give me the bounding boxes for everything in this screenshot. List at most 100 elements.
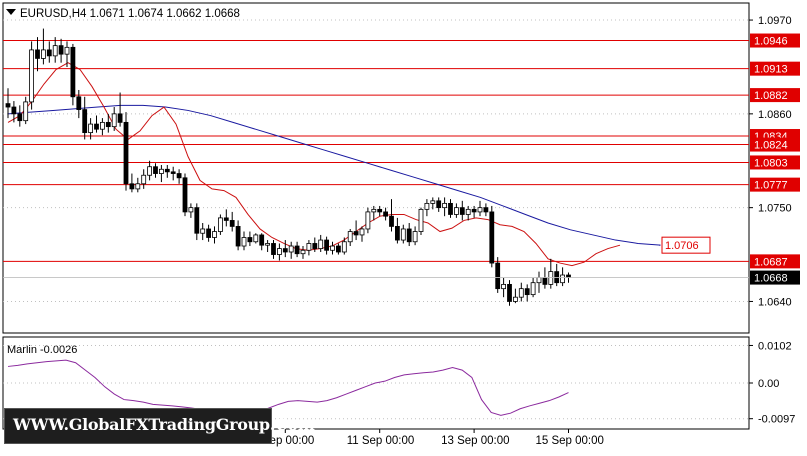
candle-body <box>141 174 147 185</box>
indicator-label: Marlin -0.0026 <box>7 344 77 356</box>
candle-body <box>288 245 294 253</box>
candle-body <box>495 262 501 290</box>
level-tag <box>750 155 800 170</box>
candle-body <box>135 183 141 190</box>
candle-body <box>276 248 282 255</box>
osc-tick-label: 0.00 <box>758 378 779 390</box>
ma-slow-line <box>7 104 661 246</box>
candle-body <box>448 202 453 215</box>
candle-body <box>359 228 365 236</box>
candle-body <box>58 45 64 55</box>
candle-body <box>94 123 99 130</box>
candle-body <box>312 243 318 249</box>
candle-body <box>194 207 200 234</box>
candle-body <box>518 288 524 298</box>
level-label: 1.0824 <box>754 140 788 152</box>
candle-body <box>335 245 341 253</box>
level-tag <box>750 88 800 103</box>
grid <box>3 19 749 302</box>
candle-body <box>418 208 424 232</box>
candle-body <box>217 217 223 232</box>
candle-body <box>560 274 565 284</box>
candle-body <box>147 166 153 176</box>
level-tag <box>750 137 800 152</box>
level-label: 1.0687 <box>754 256 788 268</box>
candle-body <box>306 243 312 251</box>
main-pane-frame <box>2 2 750 334</box>
level-tag <box>750 254 800 269</box>
candle-body <box>400 228 406 241</box>
candle-body <box>11 106 17 115</box>
candle-body <box>176 173 182 179</box>
candle-body <box>394 226 400 241</box>
candle-body <box>105 121 111 128</box>
candle-body <box>235 226 241 247</box>
collapse-triangle-icon[interactable] <box>6 9 16 15</box>
price-tick-label: 1.0860 <box>758 109 792 121</box>
candle-body <box>153 166 158 174</box>
price-axis: 1.0970 1.0860 1.0750 1.0640 <box>749 15 792 308</box>
candle-body <box>330 245 335 251</box>
candle-body <box>206 228 212 238</box>
candle-body <box>536 277 542 284</box>
candle-body <box>52 45 58 57</box>
ma-fast-line <box>7 62 621 267</box>
candle-body <box>489 211 495 264</box>
candle-body <box>442 202 448 209</box>
current-price-tag <box>750 270 800 285</box>
candle-body <box>100 121 105 130</box>
candle-body <box>554 271 560 284</box>
candle-body <box>430 200 436 204</box>
candle-body <box>513 296 518 302</box>
candle-body <box>5 103 11 108</box>
candles <box>5 28 571 306</box>
candle-body <box>282 248 288 253</box>
candle-body <box>548 271 554 285</box>
level-label: 1.0882 <box>754 90 788 102</box>
symbol-header: EURUSD,H4 1.0671 1.0674 1.0662 1.0668 <box>20 8 240 20</box>
osc-tick-label: -0.0097 <box>758 414 795 426</box>
level-label: 1.0777 <box>754 180 788 192</box>
price-tick-label: 1.0750 <box>758 203 792 215</box>
candle-body <box>371 208 377 213</box>
candle-body <box>265 243 271 246</box>
time-tick-label: 13 Sep 00:00 <box>441 435 509 447</box>
candle-body <box>200 228 206 234</box>
candle-body <box>247 237 253 243</box>
candle-body <box>406 228 412 243</box>
candle-body <box>318 239 324 249</box>
candle-body <box>259 234 265 246</box>
candle-body <box>253 234 259 243</box>
candle-body <box>241 237 247 247</box>
candle-body <box>412 231 418 243</box>
candle-body <box>182 177 188 213</box>
candle-body <box>17 113 23 122</box>
price-tags: 1.0706 1.0668 <box>3 236 800 285</box>
candle-body <box>229 220 235 227</box>
level-tag <box>750 177 800 192</box>
candle-body <box>23 101 29 122</box>
watermark-banner: WWW.GlobalFXTradingGroup.Com <box>4 408 315 444</box>
candle-body <box>88 123 93 134</box>
level-tag <box>750 61 800 76</box>
candle-body <box>465 208 471 215</box>
candle-body <box>436 200 442 209</box>
candle-body <box>471 208 477 213</box>
level-tag <box>750 33 800 48</box>
candle-body <box>324 239 330 251</box>
candle-body <box>365 211 371 230</box>
candle-body <box>271 243 276 255</box>
price-tick-label: 1.0970 <box>758 15 792 27</box>
time-tick-label: 11 Sep 00:00 <box>347 435 415 447</box>
current-price-label: 1.0668 <box>754 273 788 285</box>
level-label: 1.0913 <box>754 64 788 76</box>
candle-body <box>389 215 394 227</box>
candle-body <box>542 277 548 285</box>
candle-body <box>459 207 465 215</box>
candle-body <box>377 208 383 213</box>
candle-body <box>383 211 389 217</box>
oscillator-line <box>7 359 569 418</box>
candle-body <box>524 288 530 296</box>
